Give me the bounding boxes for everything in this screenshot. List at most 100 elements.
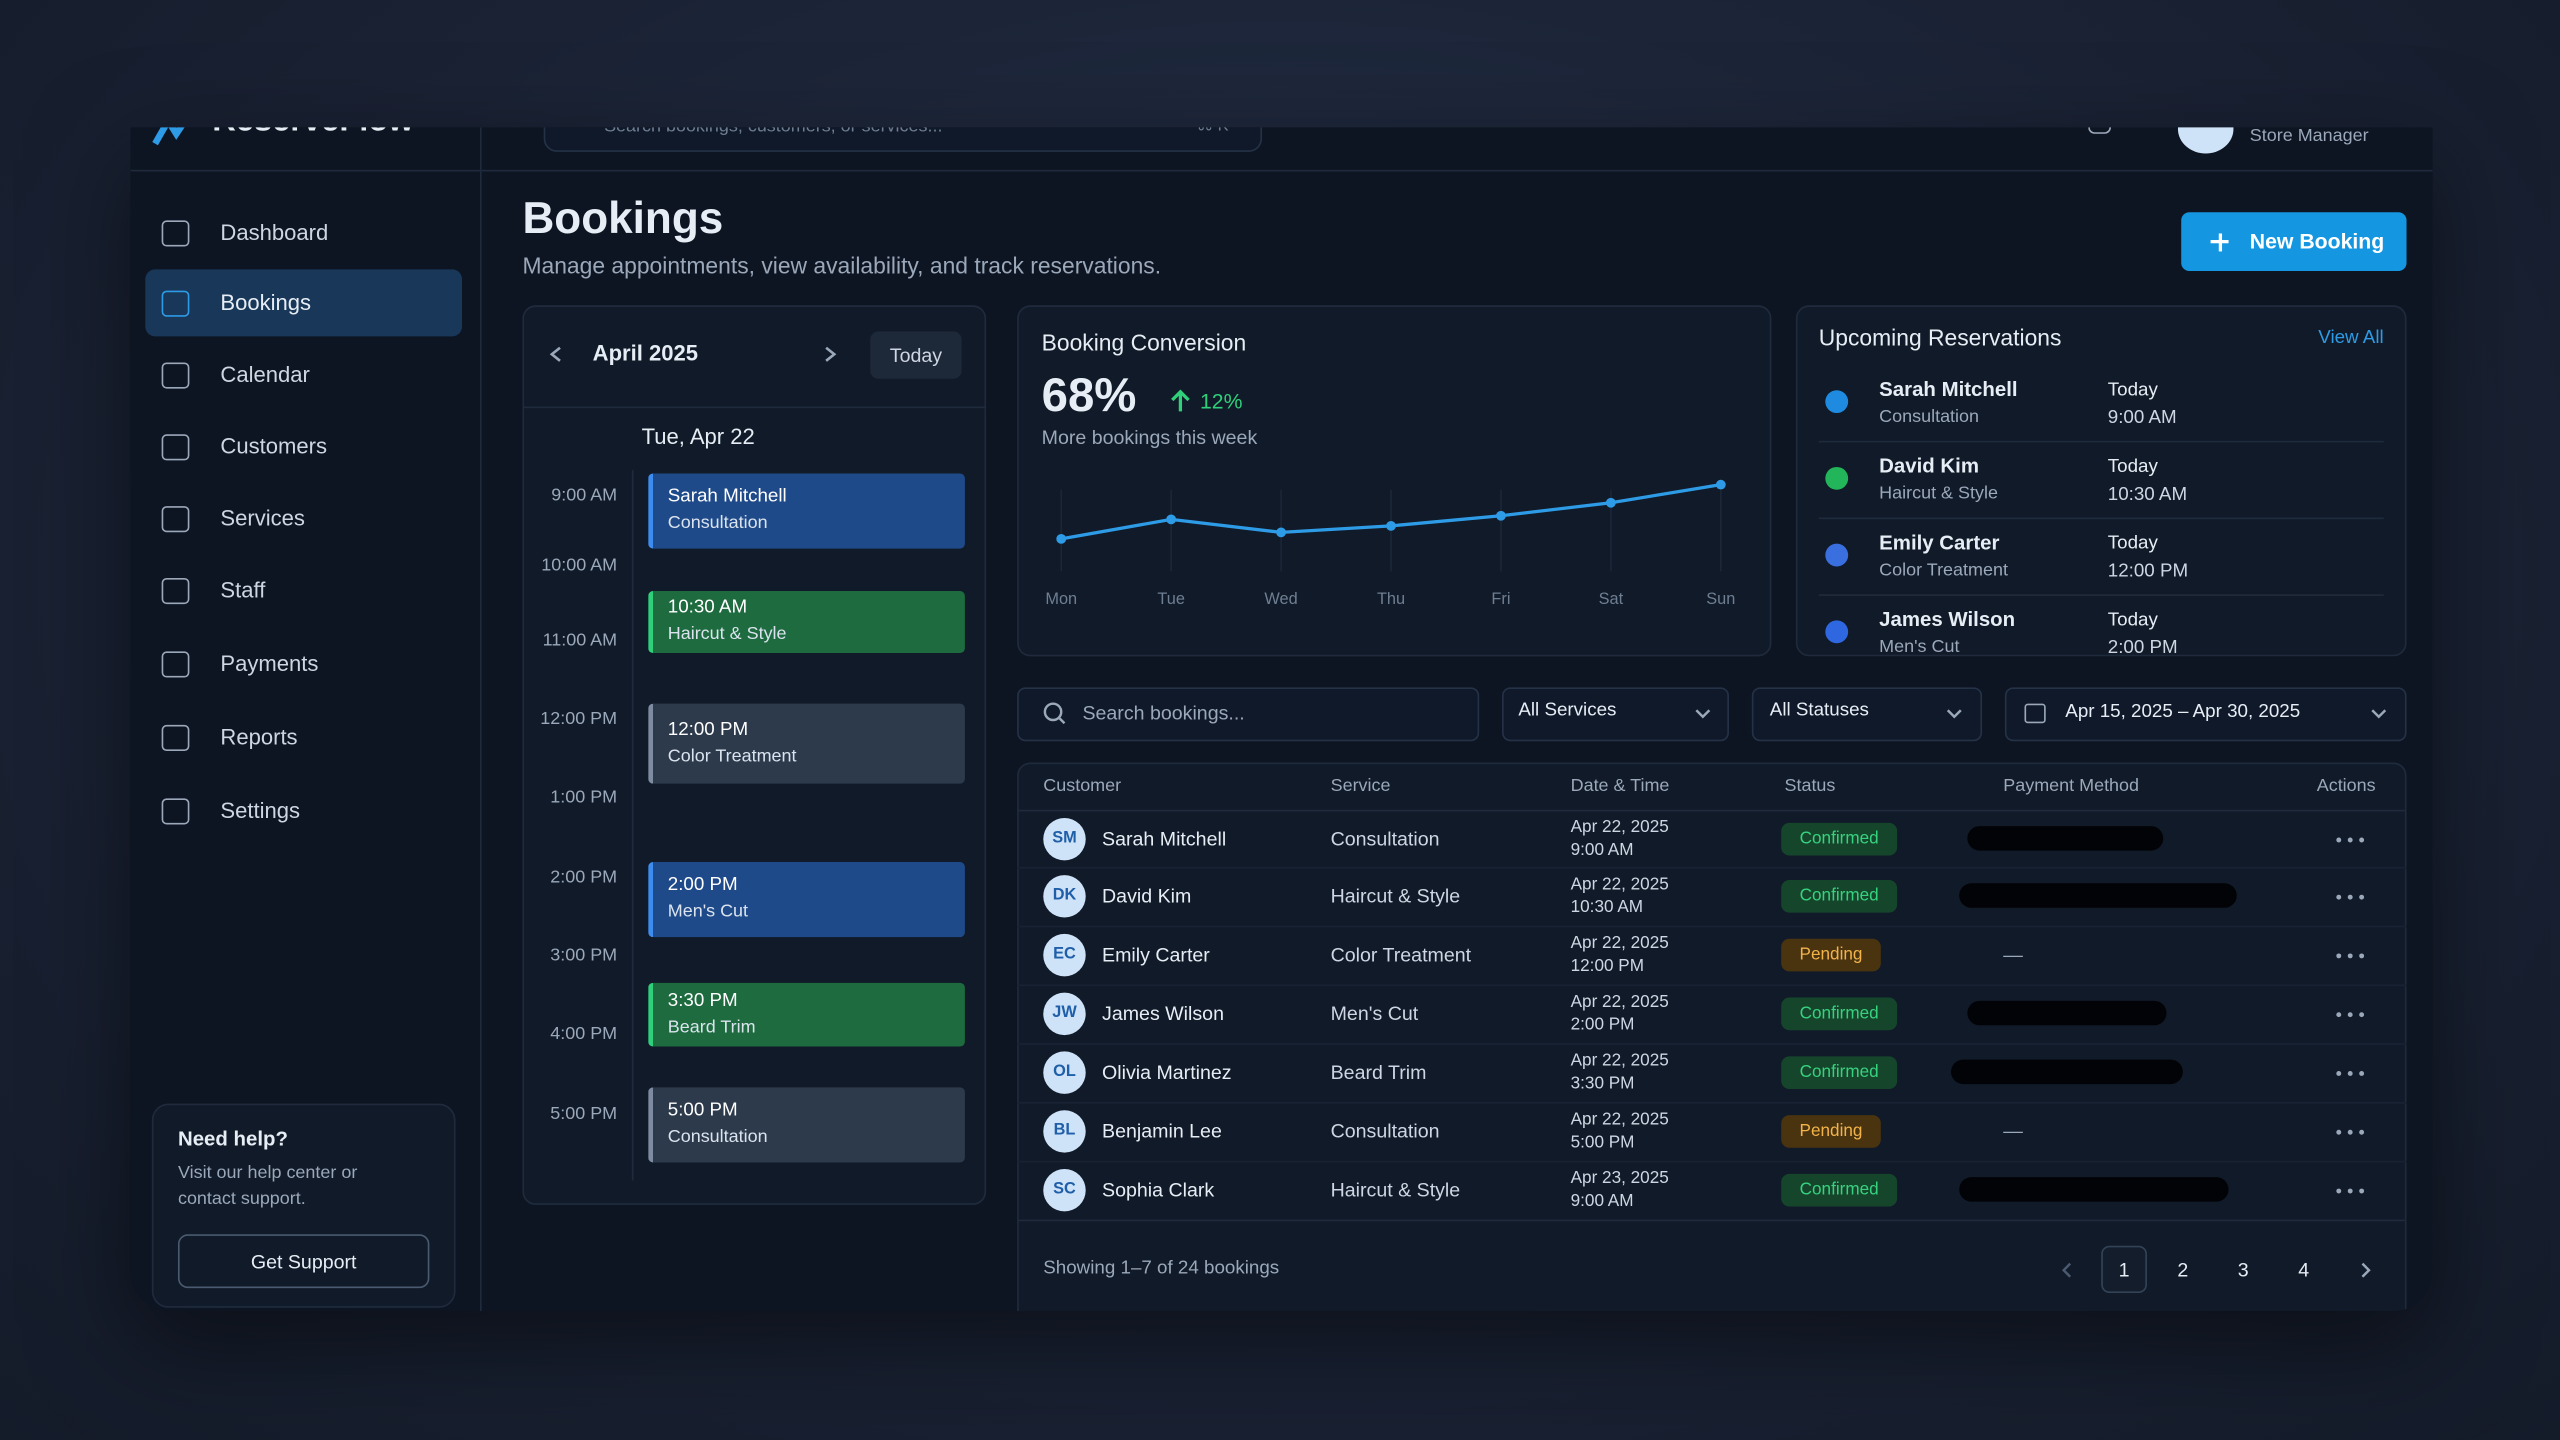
event-block[interactable] — [648, 703, 965, 784]
search-shortcut: ⌘ K — [1197, 127, 1229, 137]
upcoming-day: Today — [2107, 610, 2158, 631]
upcoming-name: Emily Carter — [1879, 531, 2000, 555]
status-label: Confirmed — [1799, 828, 1879, 849]
avatar-initials: DK — [1052, 886, 1077, 905]
event-line1: 3:30 PM — [667, 990, 738, 1010]
service-name: Haircut & Style — [1330, 884, 1461, 908]
row-actions[interactable] — [2330, 1185, 2363, 1195]
x-tick-label: Fri — [1491, 591, 1511, 609]
avatar-circle — [1043, 1168, 1086, 1212]
action-dot — [2336, 837, 2342, 843]
date-range-label: Apr 15, 2025 – Apr 30, 2025 — [2065, 702, 2301, 722]
x-tick-label: Thu — [1376, 591, 1406, 609]
booking-time: 2:00 PM — [1570, 1015, 1635, 1035]
statuses-select[interactable] — [1751, 687, 1983, 742]
row-actions[interactable] — [2330, 1127, 2363, 1137]
page-number: 2 — [2177, 1258, 2189, 1282]
customer-name: James Wilson — [1102, 1002, 1224, 1025]
nav-item[interactable] — [145, 269, 463, 337]
action-dot — [2347, 1188, 2353, 1194]
nav-icon — [161, 290, 190, 317]
event-line2: Men's Cut — [667, 901, 749, 922]
booking-date: Apr 22, 2025 — [1570, 817, 1669, 838]
logo-mark — [152, 127, 185, 146]
event-block[interactable] — [648, 473, 965, 549]
date-range-select[interactable] — [2004, 687, 2407, 742]
page-number: 4 — [2298, 1258, 2310, 1282]
conversion-chart — [1056, 479, 1726, 572]
view-all-link[interactable]: View All — [2318, 328, 2384, 348]
column-header: Actions — [2316, 776, 2376, 796]
row-actions[interactable] — [2330, 1009, 2363, 1019]
action-dot — [2347, 894, 2353, 900]
nav-item[interactable] — [145, 557, 462, 624]
data-point — [1386, 520, 1396, 531]
action-dot — [2347, 1129, 2353, 1135]
logo-icon — [152, 127, 185, 146]
nav-icon — [161, 724, 190, 752]
redacted-payment — [1951, 1059, 2183, 1085]
time-label: 2:00 PM — [550, 867, 618, 888]
nav-item[interactable] — [145, 777, 462, 844]
event-line1: 5:00 PM — [667, 1100, 738, 1121]
row-divider — [1017, 866, 2407, 869]
row-actions[interactable] — [2330, 891, 2363, 901]
bell-icon — [2088, 127, 2112, 134]
upcoming-time: 10:30 AM — [2107, 485, 2188, 505]
global-search[interactable] — [543, 127, 1263, 152]
data-point — [1496, 510, 1506, 521]
event-block[interactable] — [648, 1087, 965, 1163]
action-dot — [2359, 1071, 2365, 1076]
nav-label: Dashboard — [220, 220, 329, 245]
action-dot — [2347, 837, 2353, 843]
nav-icon — [161, 577, 190, 605]
service-name: Beard Trim — [1330, 1060, 1427, 1084]
search-icon — [1043, 702, 1066, 725]
up-arrow — [1171, 389, 1190, 412]
status-dot — [1825, 466, 1849, 490]
page-arrows — [2061, 1262, 2371, 1278]
payment-method: — — [2003, 943, 2023, 967]
page-current[interactable] — [2101, 1245, 2147, 1294]
event-block[interactable] — [648, 862, 965, 938]
booking-date: Apr 23, 2025 — [1570, 1168, 1669, 1189]
nav-item[interactable] — [145, 704, 462, 771]
service-name: Haircut & Style — [1330, 1178, 1461, 1202]
upcoming-title: Upcoming Reservations — [1818, 324, 2062, 351]
customer-name: Emily Carter — [1102, 943, 1210, 967]
event-block[interactable] — [648, 591, 965, 654]
row-actions[interactable] — [2330, 1068, 2363, 1078]
services-select[interactable] — [1502, 687, 1729, 742]
booking-time: 9:00 AM — [1570, 1191, 1634, 1211]
nav-label: Payments — [220, 651, 319, 676]
event-line1: 2:00 PM — [667, 875, 738, 895]
user-role: Store Manager — [2249, 127, 2369, 146]
data-point — [1166, 514, 1177, 525]
nav-label: Staff — [220, 577, 266, 603]
showing-text: Showing 1–7 of 24 bookings — [1043, 1258, 1280, 1279]
nav-label: Customers — [220, 434, 327, 459]
event-block[interactable] — [648, 982, 965, 1047]
customer-name: Sarah Mitchell — [1102, 827, 1227, 851]
support-button[interactable] — [177, 1234, 430, 1289]
row-actions[interactable] — [2330, 950, 2363, 960]
data-point — [1056, 533, 1067, 544]
services-select-label: All Services — [1518, 700, 1617, 721]
booking-date: Apr 22, 2025 — [1570, 992, 1669, 1012]
today-button[interactable] — [870, 331, 962, 379]
page-title: Bookings — [522, 193, 724, 243]
status-badge — [1781, 1115, 1881, 1148]
upcoming-divider — [1818, 440, 2384, 443]
status-label: Pending — [1799, 944, 1863, 965]
row-actions[interactable] — [2330, 834, 2363, 844]
avatar-initials: OL — [1053, 1062, 1076, 1081]
upcoming-clip — [1795, 656, 2407, 686]
avatar-circle — [1043, 1051, 1086, 1094]
nav-icon — [161, 651, 190, 678]
upcoming-day: Today — [2107, 534, 2158, 554]
avatar-initials: EC — [1053, 945, 1076, 964]
time-label: 4:00 PM — [550, 1024, 618, 1044]
time-label: 10:00 AM — [541, 555, 618, 576]
search-bookings[interactable] — [1017, 687, 1480, 742]
service-name: Consultation — [1330, 827, 1440, 851]
